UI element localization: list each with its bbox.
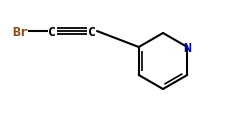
Text: C: C bbox=[48, 25, 56, 38]
Text: Br: Br bbox=[12, 25, 28, 38]
Text: C: C bbox=[88, 25, 96, 38]
Text: N: N bbox=[183, 41, 191, 54]
